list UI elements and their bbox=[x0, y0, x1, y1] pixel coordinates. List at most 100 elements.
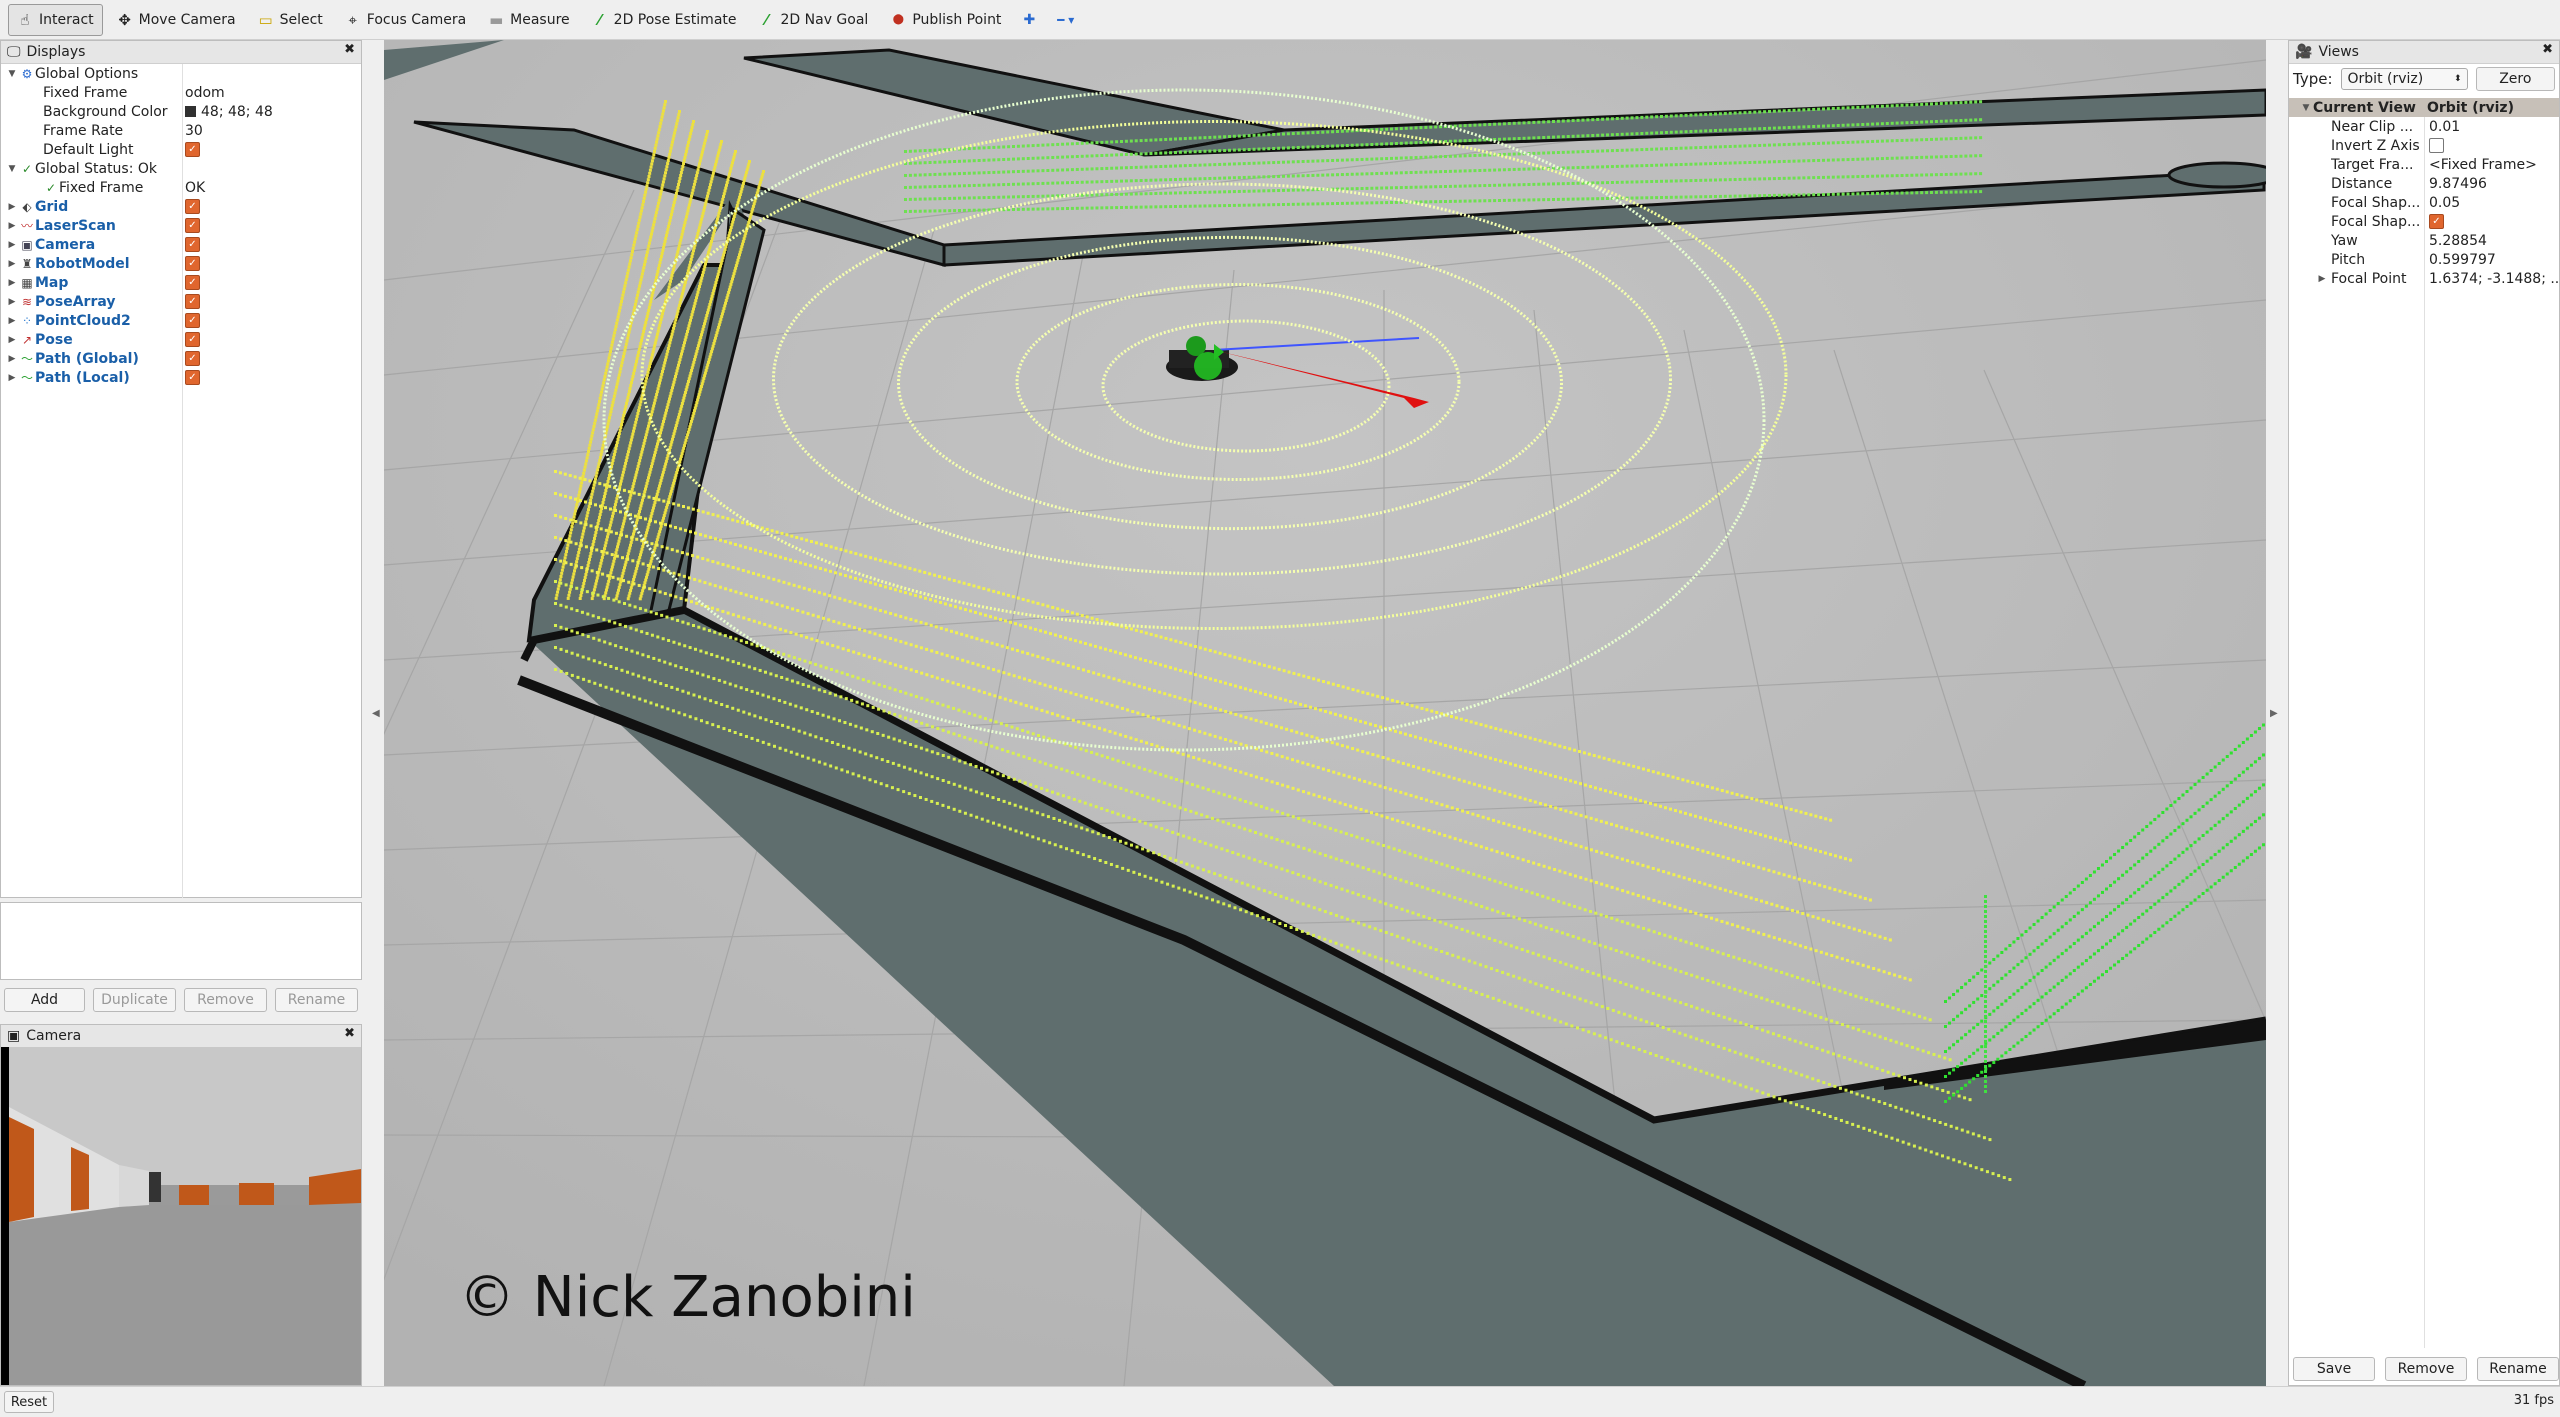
prop-value[interactable]: 0.05 bbox=[2429, 195, 2460, 211]
remove-tool-button[interactable]: ━ ▾ bbox=[1049, 5, 1082, 35]
expand-arrow-icon[interactable]: ▶ bbox=[5, 354, 19, 364]
prop-value[interactable]: 5.28854 bbox=[2429, 233, 2487, 249]
duplicate-display-button[interactable]: Duplicate bbox=[93, 988, 176, 1012]
prop-value[interactable]: 9.87496 bbox=[2429, 176, 2487, 192]
views-tree: ▼ Current View Orbit (rviz) Near Clip ..… bbox=[2289, 98, 2559, 288]
expand-arrow-icon[interactable]: ▶ bbox=[5, 259, 19, 269]
expand-arrow-icon[interactable]: ▶ bbox=[5, 316, 19, 326]
check-icon: ✓ bbox=[43, 181, 59, 195]
rename-view-button[interactable]: Rename bbox=[2477, 1357, 2559, 1381]
prop-value[interactable]: 0.01 bbox=[2429, 119, 2460, 135]
view-prop-row[interactable]: Focal Shap...0.05 bbox=[2289, 193, 2559, 212]
move-camera-tool[interactable]: ✥Move Camera bbox=[109, 5, 244, 35]
view-prop-row[interactable]: Near Clip ...0.01 bbox=[2289, 117, 2559, 136]
display-enabled-checkbox[interactable]: ✓ bbox=[185, 332, 200, 347]
prop-value[interactable]: 1.6374; -3.1488; ... bbox=[2429, 271, 2560, 287]
prop-label: Focal Shap... bbox=[2331, 214, 2425, 230]
frame-rate-value[interactable]: 30 bbox=[185, 123, 203, 139]
tree-row-display[interactable]: ▶〜Path (Local)✓ bbox=[1, 368, 361, 387]
tree-row-display[interactable]: ▶♜RobotModel✓ bbox=[1, 254, 361, 273]
publish-point-tool[interactable]: ⬤Publish Point bbox=[882, 5, 1009, 35]
tree-row-display[interactable]: ▶≋PoseArray✓ bbox=[1, 292, 361, 311]
expand-arrow-icon[interactable]: ▶ bbox=[5, 240, 19, 250]
close-icon[interactable]: ✖ bbox=[344, 42, 355, 57]
view-type-select[interactable]: Orbit (rviz) ⬍ bbox=[2341, 68, 2468, 90]
add-tool-button[interactable]: ✚ bbox=[1015, 5, 1043, 35]
background-color-value[interactable]: 48; 48; 48 bbox=[185, 104, 273, 120]
reset-button[interactable]: Reset bbox=[4, 1391, 54, 1413]
left-splitter-icon[interactable]: ◀ bbox=[372, 708, 380, 719]
expand-arrow-icon[interactable]: ▼ bbox=[5, 69, 19, 79]
select-tool[interactable]: ▭Select bbox=[250, 5, 331, 35]
tree-row-frame-rate[interactable]: Frame Rate 30 bbox=[1, 121, 361, 140]
display-enabled-checkbox[interactable]: ✓ bbox=[185, 275, 200, 290]
prop-value[interactable]: 0.599797 bbox=[2429, 252, 2496, 268]
nav-goal-tool[interactable]: ⁄2D Nav Goal bbox=[751, 5, 877, 35]
expand-arrow-icon[interactable]: ▶ bbox=[5, 297, 19, 307]
display-label: Grid bbox=[35, 199, 195, 215]
tree-row-display[interactable]: ▶⬖Grid✓ bbox=[1, 197, 361, 216]
display-enabled-checkbox[interactable]: ✓ bbox=[185, 256, 200, 271]
pose-estimate-tool[interactable]: ⁄2D Pose Estimate bbox=[584, 5, 745, 35]
tree-row-status-fixed-frame[interactable]: ✓ Fixed Frame OK bbox=[1, 178, 361, 197]
expand-arrow-icon[interactable]: ▶ bbox=[5, 221, 19, 231]
expand-arrow-icon[interactable]: ▶ bbox=[2313, 274, 2331, 284]
measure-tool[interactable]: ▬Measure bbox=[480, 5, 578, 35]
default-light-checkbox[interactable]: ✓ bbox=[185, 142, 200, 157]
display-enabled-checkbox[interactable]: ✓ bbox=[185, 218, 200, 233]
tree-label: Fixed Frame bbox=[43, 85, 203, 101]
3d-scene[interactable] bbox=[384, 40, 2266, 1386]
tree-row-background-color[interactable]: Background Color 48; 48; 48 bbox=[1, 102, 361, 121]
tree-row-default-light[interactable]: Default Light ✓ bbox=[1, 140, 361, 159]
expand-arrow-icon[interactable]: ▶ bbox=[5, 202, 19, 212]
display-enabled-checkbox[interactable]: ✓ bbox=[185, 370, 200, 385]
monitor-icon: 🖵 bbox=[7, 44, 21, 60]
prop-value[interactable]: <Fixed Frame> bbox=[2429, 157, 2537, 173]
add-display-button[interactable]: Add bbox=[4, 988, 85, 1012]
expand-arrow-icon[interactable]: ▼ bbox=[2299, 103, 2313, 113]
tree-row-display[interactable]: ▶▣Camera✓ bbox=[1, 235, 361, 254]
prop-checkbox[interactable] bbox=[2429, 138, 2444, 153]
camera-image bbox=[9, 1047, 361, 1385]
tree-row-global-options[interactable]: ▼⚙ Global Options bbox=[1, 64, 361, 83]
tree-row-display[interactable]: ▶〰LaserScan✓ bbox=[1, 216, 361, 235]
view-prop-row[interactable]: Focal Shap... ✓ bbox=[2289, 212, 2559, 231]
rename-display-button[interactable]: Rename bbox=[275, 988, 358, 1012]
pose-array-icon: ≋ bbox=[19, 295, 35, 309]
tree-row-fixed-frame[interactable]: Fixed Frame odom bbox=[1, 83, 361, 102]
prop-checkbox[interactable]: ✓ bbox=[2429, 214, 2444, 229]
save-view-button[interactable]: Save bbox=[2293, 1357, 2375, 1381]
display-enabled-checkbox[interactable]: ✓ bbox=[185, 237, 200, 252]
remove-display-button[interactable]: Remove bbox=[184, 988, 267, 1012]
expand-arrow-icon[interactable]: ▶ bbox=[5, 373, 19, 383]
expand-arrow-icon[interactable]: ▶ bbox=[5, 278, 19, 288]
tree-row-display[interactable]: ▶▦Map✓ bbox=[1, 273, 361, 292]
tree-row-display[interactable]: ▶⁘PointCloud2✓ bbox=[1, 311, 361, 330]
expand-arrow-icon[interactable]: ▶ bbox=[5, 335, 19, 345]
display-enabled-checkbox[interactable]: ✓ bbox=[185, 199, 200, 214]
render-viewport[interactable]: © Nick Zanobini bbox=[384, 40, 2266, 1386]
tree-row-global-status[interactable]: ▼✓ Global Status: Ok bbox=[1, 159, 361, 178]
remove-view-button[interactable]: Remove bbox=[2385, 1357, 2467, 1381]
tree-row-display[interactable]: ▶〜Path (Global)✓ bbox=[1, 349, 361, 368]
display-enabled-checkbox[interactable]: ✓ bbox=[185, 294, 200, 309]
measure-icon: ▬ bbox=[488, 11, 504, 29]
display-enabled-checkbox[interactable]: ✓ bbox=[185, 351, 200, 366]
interact-tool[interactable]: ☝Interact bbox=[8, 4, 103, 36]
display-enabled-checkbox[interactable]: ✓ bbox=[185, 313, 200, 328]
view-prop-row[interactable]: Target Fra...<Fixed Frame> bbox=[2289, 155, 2559, 174]
focus-camera-tool[interactable]: ⌖Focus Camera bbox=[337, 5, 474, 35]
close-icon[interactable]: ✖ bbox=[344, 1026, 355, 1041]
view-prop-row[interactable]: Invert Z Axis bbox=[2289, 136, 2559, 155]
current-view-row[interactable]: ▼ Current View Orbit (rviz) bbox=[2289, 98, 2559, 117]
right-splitter-icon[interactable]: ▶ bbox=[2270, 708, 2278, 719]
expand-arrow-icon[interactable]: ▼ bbox=[5, 164, 19, 174]
tree-row-display[interactable]: ▶↗Pose✓ bbox=[1, 330, 361, 349]
fixed-frame-value[interactable]: odom bbox=[185, 85, 225, 101]
zero-button[interactable]: Zero bbox=[2476, 67, 2555, 91]
close-icon[interactable]: ✖ bbox=[2542, 42, 2553, 57]
